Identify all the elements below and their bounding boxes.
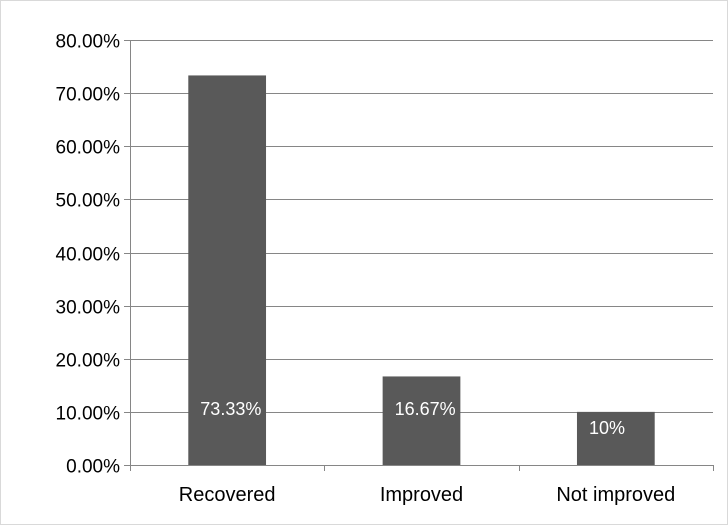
y-tick-label: 40.00% xyxy=(56,245,121,266)
y-tick-label: 80.00% xyxy=(56,32,121,53)
y-tick-label: 60.00% xyxy=(56,138,121,159)
y-tick-label: 10.00% xyxy=(56,404,121,425)
x-category-label: Improved xyxy=(380,484,463,506)
data-label: 10% xyxy=(589,418,625,438)
y-tick-label: 30.00% xyxy=(56,298,121,319)
labels: 0.00% 10.00% 20.00% 30.00% 40.00% 50.00% 60.00… xyxy=(56,32,676,507)
data-label: 16.67% xyxy=(395,399,456,419)
x-category-label: Recovered xyxy=(179,484,276,506)
y-tick-label: 0.00% xyxy=(66,457,120,478)
bars xyxy=(188,75,655,465)
y-tick-label: 20.00% xyxy=(56,351,121,372)
x-category-label: Not improved xyxy=(556,484,675,506)
data-label: 73.33% xyxy=(200,399,261,419)
bar-improved xyxy=(382,376,461,465)
y-tick-label: 50.00% xyxy=(56,191,121,212)
y-tick-label: 70.00% xyxy=(56,85,121,106)
bar-recovered xyxy=(188,75,267,465)
axes xyxy=(124,40,714,471)
bar-not-improved xyxy=(576,411,655,465)
